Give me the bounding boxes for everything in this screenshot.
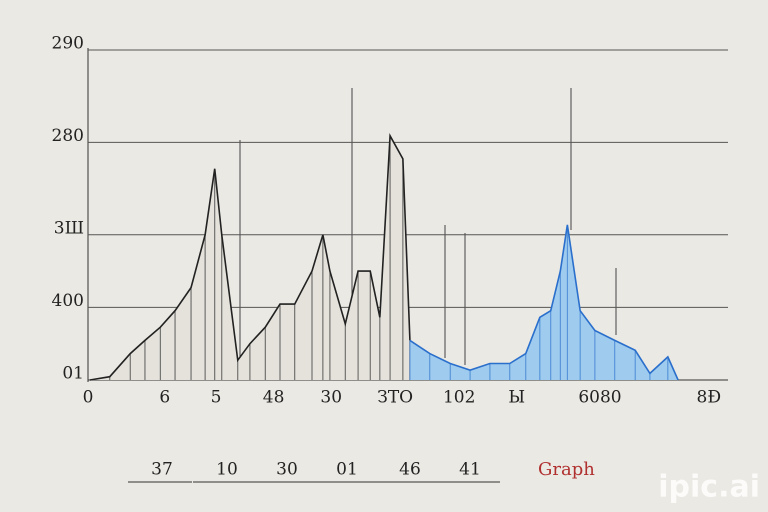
x-tick-label: 6 [159,388,170,408]
footer-label: 46 [399,460,421,480]
y-tick-label: 3Ш [54,218,84,238]
footer-label: 41 [459,460,481,480]
x-tick-label: 5 [211,388,222,408]
x-tick-label: 8Ð [697,388,722,408]
y-tick-label: 400 [52,291,84,311]
y-tick-label: 01 [62,364,84,384]
footer-label: 30 [276,460,298,480]
y-tick-label: 280 [52,126,84,146]
spikes [239,88,617,365]
x-tick-label: ЗТО [377,388,413,408]
x-tick-label: 102 [443,388,475,408]
footer-label: 37 [151,460,173,480]
watermark: ipic.ai [658,470,760,505]
x-tick-label: 0 [83,388,94,408]
y-tick-label: 290 [52,34,84,54]
area-line [89,132,411,381]
footer-label: 10 [216,460,238,480]
x-tick-label: 6080 [578,388,621,408]
area-line [409,224,679,381]
area-fill [409,224,679,380]
x-tick-label: Ы [508,388,525,408]
caption: Graph [538,459,595,480]
x-tick-label: 30 [320,388,342,408]
footer-label: 01 [336,460,358,480]
x-tick-label: 48 [263,388,285,408]
